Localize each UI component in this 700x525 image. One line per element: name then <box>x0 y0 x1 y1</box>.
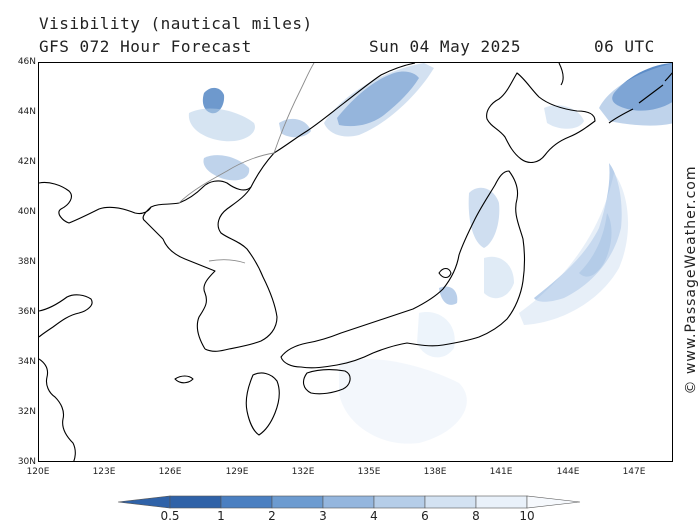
vis-patch-okhotsk-outer <box>599 63 672 126</box>
coast-honshu <box>280 170 526 369</box>
colorbar-label: 8 <box>472 509 480 523</box>
coast-shikoku <box>302 369 351 395</box>
coast-china-east <box>39 358 76 461</box>
lat-label-38: 38N <box>17 257 36 267</box>
lon-label-141: 141E <box>489 467 513 477</box>
coast-russia <box>273 63 416 154</box>
coast-kyushu <box>245 372 280 436</box>
lat-label-40: 40N <box>17 207 36 217</box>
coast-china-bohai <box>39 181 152 224</box>
vis-patch-east-sea <box>339 359 467 444</box>
lon-label-129: 129E <box>225 467 249 477</box>
coast-korea-east <box>204 152 278 352</box>
lon-label-138: 138E <box>423 467 447 477</box>
colorbar-label: 10 <box>519 509 535 523</box>
coast-kurils <box>608 72 672 124</box>
coast-shandong <box>39 294 93 338</box>
colorbar-label: 1 <box>217 509 225 523</box>
colorbar-segment <box>271 495 324 509</box>
colorbar-arrow-high <box>526 495 581 509</box>
colorbar-segment <box>322 495 375 509</box>
visibility-map <box>39 63 672 461</box>
lat-label-44: 44N <box>17 107 36 117</box>
forecast-date: Sun 04 May 2025 <box>369 37 521 56</box>
vis-patch-manchuria <box>202 87 225 114</box>
lon-label-120: 120E <box>26 467 50 477</box>
colorbar-segment <box>169 495 222 509</box>
colorbar-label: 2 <box>268 509 276 523</box>
colorbar <box>117 495 581 509</box>
lat-label-30: 30N <box>17 457 36 467</box>
colorbar-arrow-low <box>117 495 171 509</box>
lat-label-46: 46N <box>17 57 36 67</box>
lat-label-42: 42N <box>17 157 36 167</box>
border-dmz <box>208 259 246 264</box>
lat-label-32: 32N <box>17 407 36 417</box>
colorbar-label: 6 <box>421 509 429 523</box>
chart-title: Visibility (nautical miles) <box>39 14 313 33</box>
colorbar-segment <box>220 495 273 509</box>
vis-patch-tohoku <box>484 256 514 299</box>
colorbar-segment <box>373 495 426 509</box>
lon-label-144: 144E <box>556 467 580 477</box>
vis-patch-liaoning <box>203 155 250 181</box>
lon-label-132: 132E <box>291 467 315 477</box>
vis-patch-manchuria-2 <box>188 108 255 142</box>
coast-sakhalin <box>558 63 564 86</box>
credit-text: © www.PassageWeather.com <box>683 165 699 395</box>
model-label: GFS 072 Hour Forecast <box>39 37 252 56</box>
colorbar-segments <box>117 495 581 509</box>
lon-label-147: 147E <box>622 467 646 477</box>
credit-watermark: © www.PassageWeather.com <box>681 150 700 410</box>
border-china-russia <box>273 63 315 154</box>
colorbar-label: 0.5 <box>160 509 180 523</box>
lon-label-126: 126E <box>158 467 182 477</box>
borders <box>178 63 315 264</box>
map-area <box>38 62 673 462</box>
vis-patch-primorye-outer <box>324 63 434 137</box>
lat-label-34: 34N <box>17 357 36 367</box>
vis-patch-hokkaido-east <box>544 105 584 129</box>
lon-label-135: 135E <box>357 467 381 477</box>
lat-label-36: 36N <box>17 307 36 317</box>
colorbar-label: 4 <box>370 509 378 523</box>
vis-patch-pacific-outer <box>519 173 629 325</box>
visibility-shading <box>188 63 672 444</box>
lon-label-123: 123E <box>92 467 116 477</box>
colorbar-segment <box>475 495 528 509</box>
vis-patch-honshu-north <box>468 187 500 248</box>
forecast-time: 06 UTC <box>594 37 655 56</box>
colorbar-segment <box>424 495 477 509</box>
vis-patch-honshu-central <box>439 286 458 305</box>
colorbar-label: 3 <box>319 509 327 523</box>
vis-patch-pacific-south <box>417 312 455 358</box>
border-china-korea <box>178 152 275 204</box>
coast-korea-west <box>162 238 216 350</box>
coast-liaodong <box>142 180 252 240</box>
coast-hokkaido <box>486 72 596 164</box>
vis-patch-sea-japan-south <box>279 118 311 138</box>
coast-jeju <box>174 375 194 384</box>
coast-sado <box>438 267 452 279</box>
